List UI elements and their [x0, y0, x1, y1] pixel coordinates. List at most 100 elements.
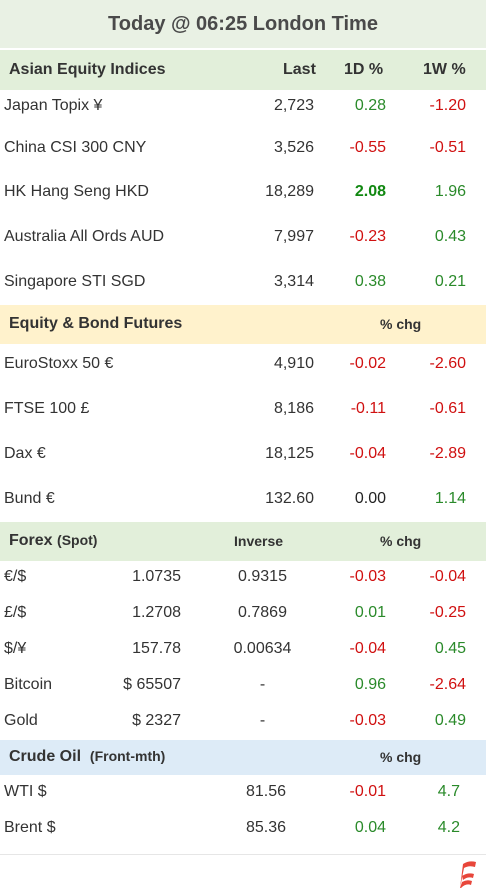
row-1w: 4.7 — [437, 783, 460, 800]
row-1d: -0.11 — [350, 400, 386, 417]
row-name: Brent $ — [4, 819, 56, 836]
row-spot: $ 65507 — [123, 676, 181, 693]
row-1d: -0.02 — [349, 355, 386, 372]
row-1d: -0.04 — [349, 445, 386, 462]
row-1d: -0.03 — [349, 568, 386, 585]
table-row: China CSI 300 CNY 3,526 -0.55 -0.51 — [0, 139, 486, 161]
row-1w: -1.20 — [429, 97, 466, 114]
section-header-crude: Crude Oil (Front-mth) % chg — [0, 740, 486, 775]
row-last: 81.56 — [245, 783, 286, 800]
row-1d: 0.04 — [354, 819, 386, 836]
row-inverse: - — [259, 712, 266, 729]
row-1w: 1.14 — [434, 490, 466, 507]
row-name: Gold — [4, 712, 38, 729]
table-row: FTSE 100 £ 8,186 -0.11 -0.61 — [0, 400, 486, 422]
table-row: Australia All Ords AUD 7,997 -0.23 0.43 — [0, 228, 486, 250]
row-name: €/$ — [4, 568, 27, 585]
row-name: Japan Topix ¥ — [4, 97, 103, 114]
row-1w: -0.61 — [429, 400, 466, 417]
forex-label: Forex — [9, 532, 53, 549]
row-1w: -0.04 — [429, 568, 466, 585]
col-header-chg: % chg — [380, 533, 422, 549]
table-row: Singapore STI SGD 3,314 0.38 0.21 — [0, 273, 486, 295]
row-name: China CSI 300 CNY — [4, 139, 147, 156]
flag-logo-icon — [454, 858, 480, 890]
col-header-1w: 1W % — [423, 61, 466, 78]
table-row: $/¥ 157.78 0.00634 -0.04 0.45 — [0, 640, 486, 662]
table-row: HK Hang Seng HKD 18,289 2.08 1.96 — [0, 183, 486, 205]
row-1d: 0.01 — [354, 604, 386, 621]
table-row: Gold $ 2327 - -0.03 0.49 — [0, 712, 486, 734]
crude-sublabel: (Front-mth) — [89, 748, 166, 764]
row-last: 18,125 — [265, 445, 314, 462]
row-1w: -2.64 — [429, 676, 466, 693]
row-1d: 0.28 — [354, 97, 386, 114]
row-spot: 1.2708 — [132, 604, 181, 621]
table-row: Bund € 132.60 0.00 1.14 — [0, 490, 486, 512]
col-header-inverse: Inverse — [234, 533, 284, 549]
row-1d: -0.04 — [349, 640, 386, 657]
table-row: Japan Topix ¥ 2,723 0.28 -1.20 — [0, 97, 486, 119]
row-name: Australia All Ords AUD — [4, 228, 165, 245]
row-1w: -2.89 — [429, 445, 466, 462]
table-row: £/$ 1.2708 0.7869 0.01 -0.25 — [0, 604, 486, 626]
row-1w: 0.21 — [434, 273, 466, 290]
row-inverse: 0.00634 — [233, 640, 292, 657]
row-name: FTSE 100 £ — [4, 400, 90, 417]
col-header-1d: 1D % — [344, 61, 384, 78]
row-1w: -0.25 — [429, 604, 466, 621]
row-1d: -0.55 — [349, 139, 386, 156]
section-label: Forex (Spot) — [9, 532, 97, 550]
row-name: £/$ — [4, 604, 27, 621]
row-spot: 1.0735 — [132, 568, 181, 585]
table-row: Dax € 18,125 -0.04 -2.89 — [0, 445, 486, 467]
row-last: 7,997 — [273, 228, 314, 245]
col-header-chg: % chg — [380, 749, 422, 765]
row-last: 8,186 — [273, 400, 314, 417]
section-label: Asian Equity Indices — [9, 61, 166, 78]
section-header-forex: Forex (Spot) Inverse % chg — [0, 522, 486, 561]
row-name: Bund € — [4, 490, 55, 507]
row-last: 3,314 — [273, 273, 314, 290]
table-row: EuroStoxx 50 € 4,910 -0.02 -2.60 — [0, 355, 486, 377]
row-name: EuroStoxx 50 € — [4, 355, 114, 372]
row-inverse: 0.7869 — [238, 604, 287, 621]
row-1w: 4.2 — [437, 819, 460, 836]
row-spot: $ 2327 — [132, 712, 181, 729]
table-row: WTI $ 81.56 -0.01 4.7 — [0, 783, 486, 805]
row-inverse: 0.9315 — [238, 568, 287, 585]
row-1w: -0.51 — [429, 139, 466, 156]
crude-label: Crude Oil — [9, 748, 82, 765]
row-1w: -2.60 — [429, 355, 466, 372]
table-row: €/$ 1.0735 0.9315 -0.03 -0.04 — [0, 568, 486, 590]
row-1d: 0.96 — [354, 676, 386, 693]
row-last: 4,910 — [273, 355, 314, 372]
row-name: Dax € — [4, 445, 46, 462]
col-header-chg: % chg — [380, 316, 422, 332]
row-1d: -0.23 — [349, 228, 386, 245]
section-header-futures: Equity & Bond Futures % chg — [0, 305, 486, 344]
row-last: 18,289 — [265, 183, 314, 200]
row-1d: 0.38 — [354, 273, 386, 290]
table-row: Brent $ 85.36 0.04 4.2 — [0, 819, 486, 841]
row-name: Bitcoin — [4, 676, 53, 693]
row-1w: 0.49 — [434, 712, 466, 729]
row-1d: 2.08 — [354, 183, 386, 200]
row-last: 3,526 — [273, 139, 314, 156]
row-spot: 157.78 — [132, 640, 181, 657]
row-1w: 0.43 — [434, 228, 466, 245]
row-last: 85.36 — [245, 819, 286, 836]
row-1d: 0.00 — [354, 490, 386, 507]
row-1d: -0.03 — [349, 712, 386, 729]
table-row: Bitcoin $ 65507 - 0.96 -2.64 — [0, 676, 486, 698]
row-name: Singapore STI SGD — [4, 273, 146, 290]
row-1d: -0.01 — [349, 783, 386, 800]
row-1w: 1.96 — [434, 183, 466, 200]
row-last: 132.60 — [265, 490, 314, 507]
row-last: 2,723 — [273, 97, 314, 114]
section-header-asian: Asian Equity Indices Last 1D % 1W % — [0, 50, 486, 90]
row-name: $/¥ — [4, 640, 27, 657]
section-label: Crude Oil (Front-mth) — [9, 748, 165, 766]
row-name: HK Hang Seng HKD — [4, 183, 149, 200]
row-inverse: - — [259, 676, 266, 693]
